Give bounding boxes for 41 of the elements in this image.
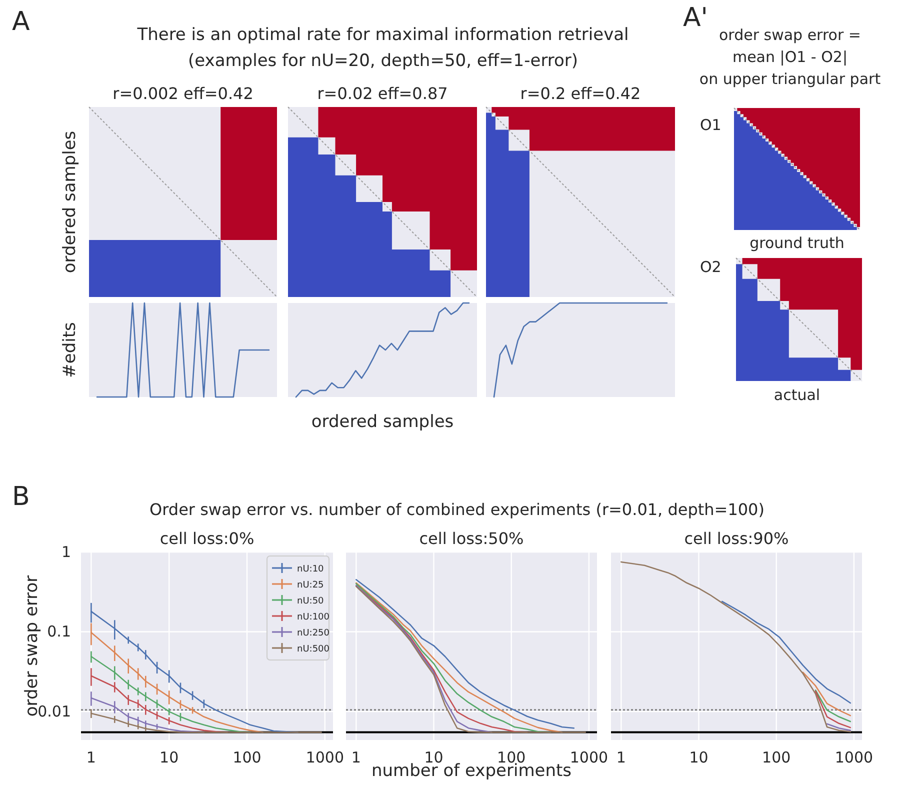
x-tick-label: 1 <box>616 748 626 767</box>
legend-label: nU:100 <box>297 612 330 622</box>
text: on upper triangular part <box>699 70 881 88</box>
x-tick-label: 1 <box>86 748 96 767</box>
text: actual <box>774 386 820 404</box>
legend-label: nU:25 <box>297 580 324 590</box>
text: mean |O1 - O2| <box>732 48 848 66</box>
text: B <box>12 482 30 512</box>
legend-label: nU:250 <box>297 628 330 638</box>
x-tick-label: 10 <box>424 748 444 767</box>
text: Order swap error vs. number of combined experiments (r=0.01, depth=100) <box>150 500 764 519</box>
chart-title: cell loss:0% <box>160 529 254 548</box>
text: r=0.02 eff=0.87 <box>317 84 448 103</box>
y-tick-label: 0.1 <box>47 622 71 641</box>
x-tick-label: 100 <box>762 748 791 767</box>
x-tick-label: 1000 <box>570 748 608 767</box>
text: A' <box>683 3 708 33</box>
text: A <box>12 7 30 37</box>
text: There is an optimal rate for maximal information retrieval <box>136 25 629 45</box>
chart-title: cell loss:90% <box>684 529 789 548</box>
text: (examples for nU=20, depth=50, eff=1-error) <box>188 51 578 71</box>
chart-title: cell loss:50% <box>419 529 524 548</box>
text: O1 <box>700 116 722 134</box>
legend-label: nU:50 <box>297 596 324 606</box>
y-tick-label: 1 <box>61 542 71 561</box>
legend-label: nU:500 <box>297 644 330 654</box>
x-axis-title: ordered samples <box>311 412 454 432</box>
x-tick-label: 1 <box>351 748 361 767</box>
text: r=0.2 eff=0.42 <box>520 84 641 103</box>
y-axis-title: #edits <box>60 322 80 378</box>
text: r=0.002 eff=0.42 <box>112 84 254 103</box>
x-tick-label: 1000 <box>306 748 344 767</box>
x-tick-label: 10 <box>160 748 179 767</box>
text: ordered samples <box>60 130 80 274</box>
text: order swap error = <box>719 26 861 44</box>
x-tick-label: 1000 <box>834 748 874 767</box>
legend-label: nU:10 <box>297 564 324 574</box>
text: O2 <box>700 258 722 276</box>
x-tick-label: 10 <box>689 748 708 767</box>
x-tick-label: 100 <box>232 748 262 767</box>
text: ground truth <box>750 234 844 252</box>
